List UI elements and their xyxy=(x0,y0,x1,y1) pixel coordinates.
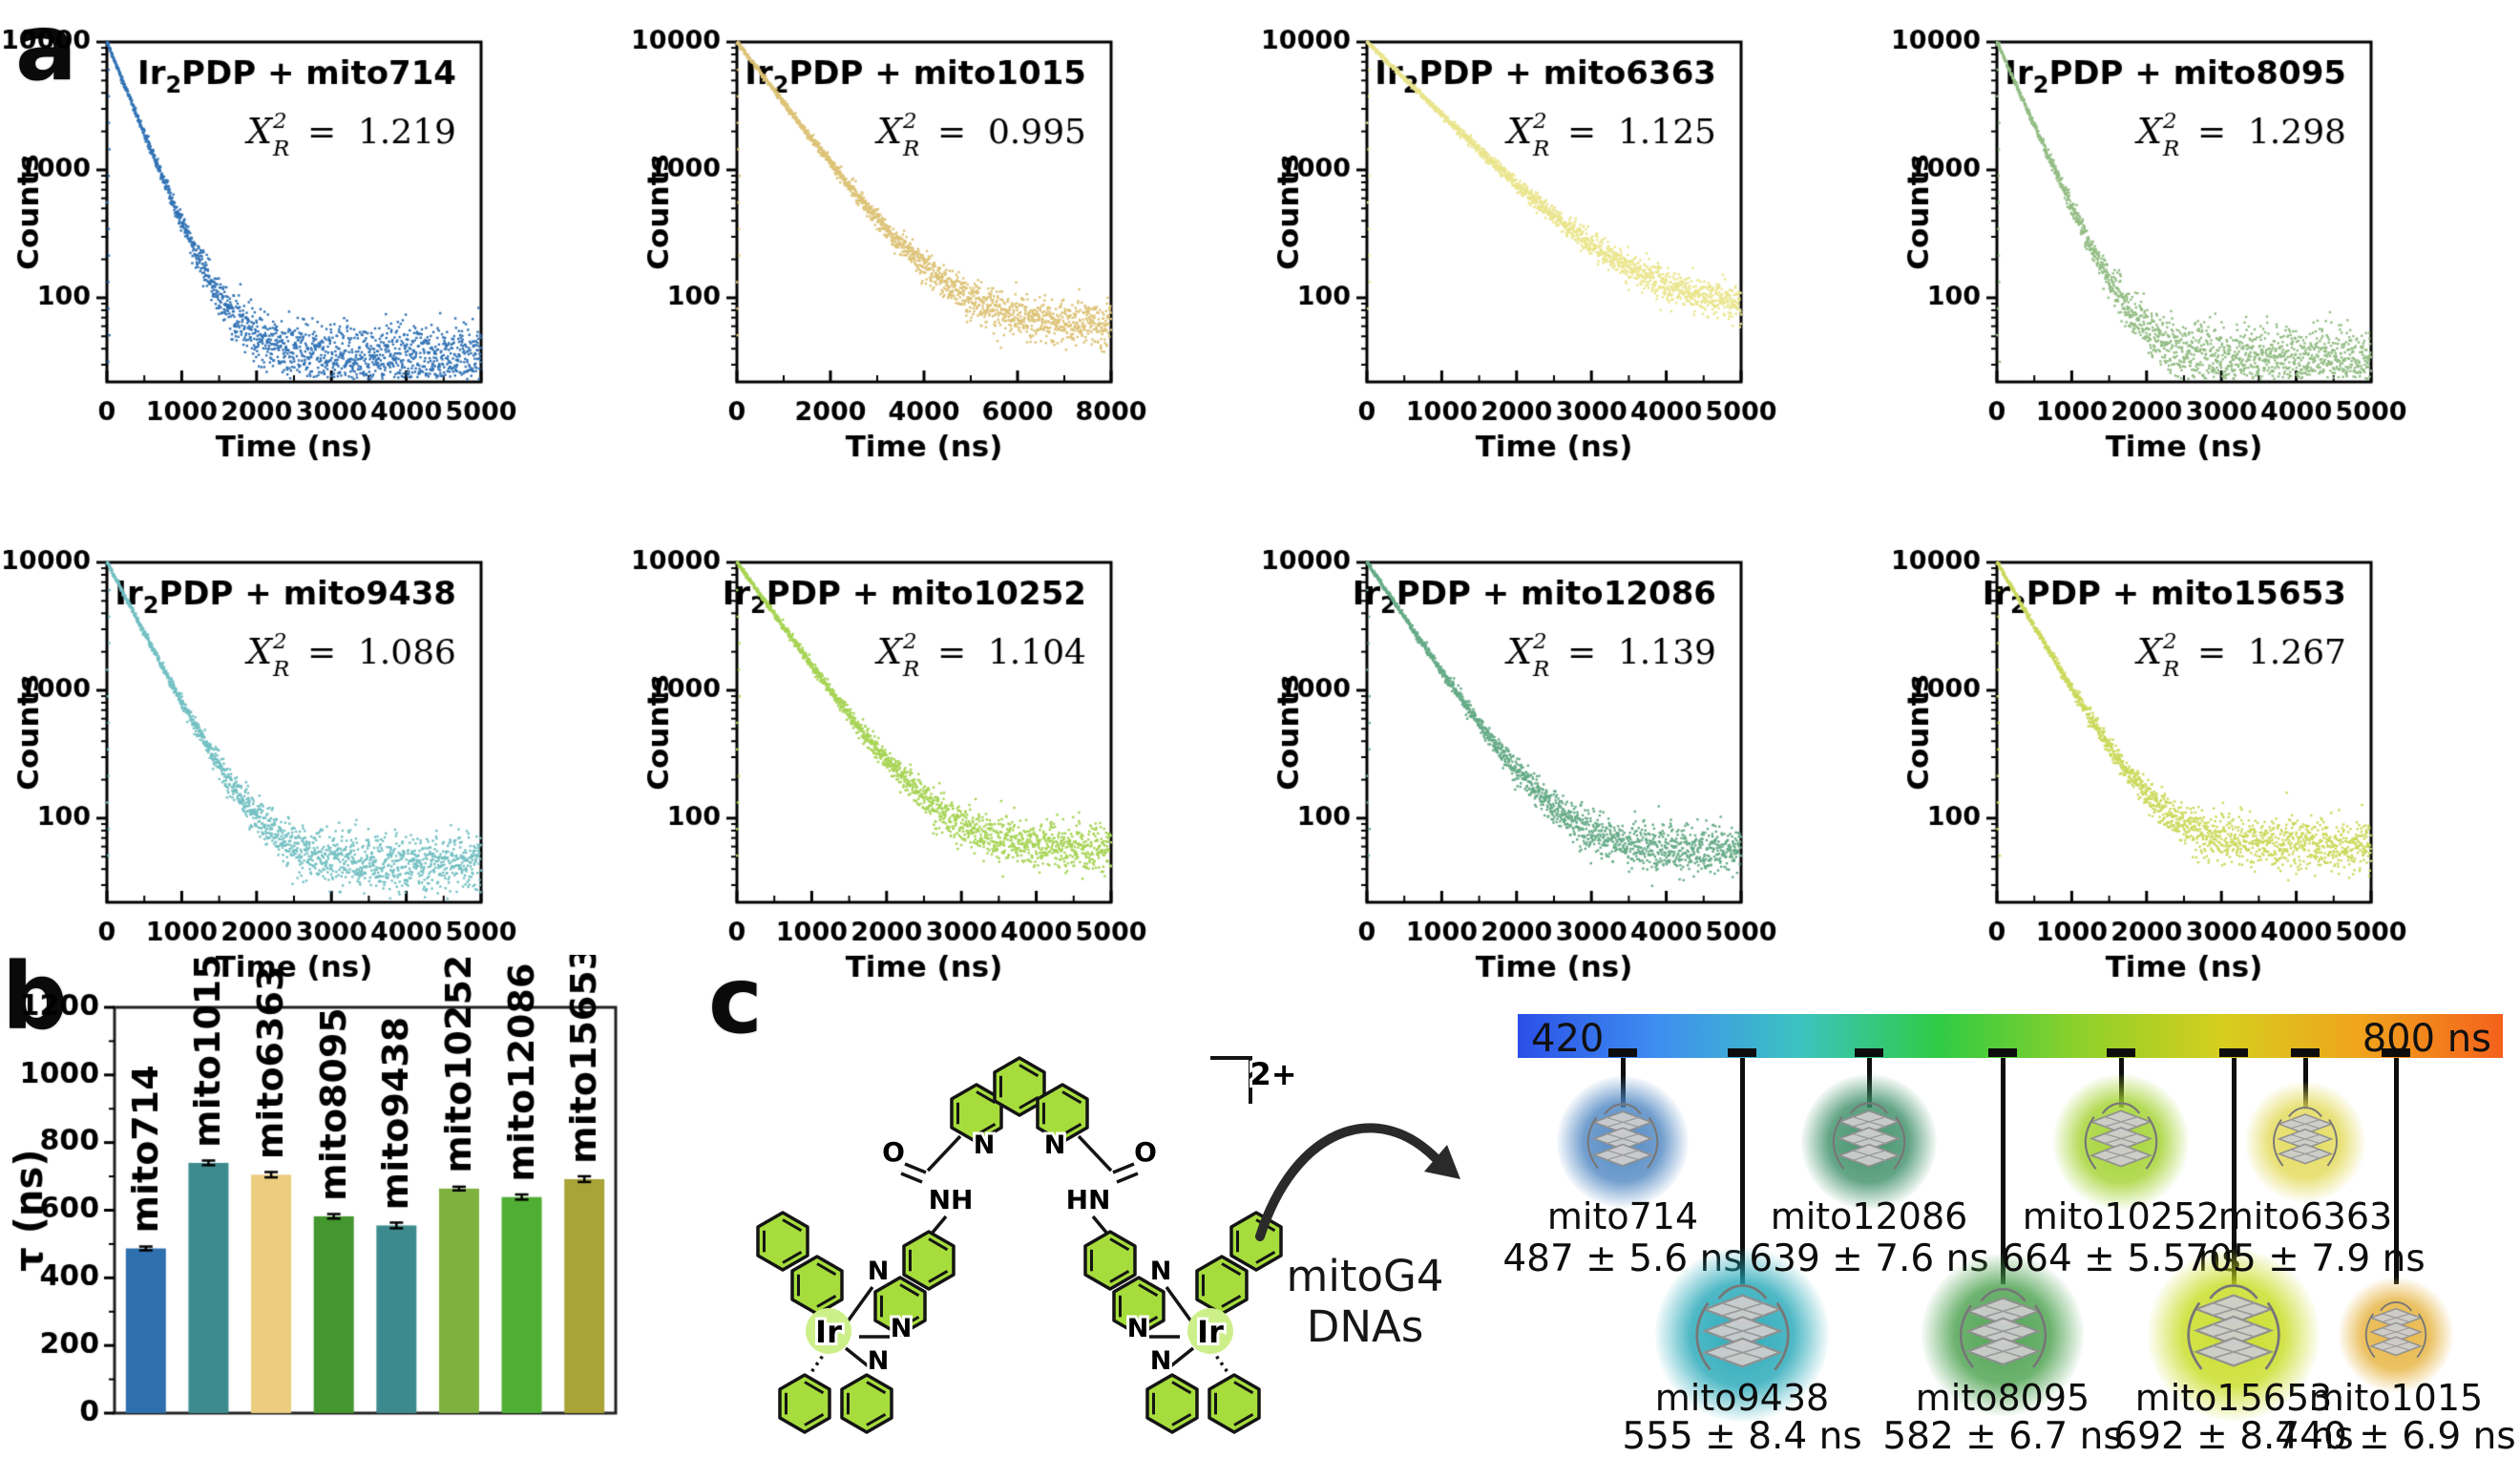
scale-tick-mito12086 xyxy=(1855,1048,1883,1057)
decay-mito9438-plot xyxy=(0,520,630,1017)
reaction-label: mitoG4 DNAs xyxy=(1286,1251,1444,1352)
g4-name-mito1015: mito1015 xyxy=(2308,1377,2484,1419)
svg-text:Ir: Ir xyxy=(815,1314,842,1350)
g4-lifetime-mito8095: 582 ± 6.7 ns xyxy=(1882,1415,2123,1458)
svg-text:NH: NH xyxy=(929,1184,974,1215)
g4-quadruplex-icon xyxy=(1586,1103,1659,1170)
decay-mito8095-plot xyxy=(1890,0,2520,497)
scale-tick-mito15653 xyxy=(2219,1048,2248,1057)
g4-glow-mito8095 xyxy=(1922,1254,2084,1416)
g4-lifetime-mito6363: 705 ± 7.9 ns xyxy=(2185,1237,2426,1280)
g4-quadruplex-icon xyxy=(2273,1107,2338,1167)
svg-text:N: N xyxy=(1150,1257,1172,1286)
scale-tick-mito8095 xyxy=(1988,1048,2017,1057)
g4-glow-mito9438 xyxy=(1655,1248,1829,1422)
g4-name-mito15653: mito15653 xyxy=(2134,1377,2333,1419)
svg-text:HN: HN xyxy=(1066,1184,1111,1215)
g4-quadruplex-icon xyxy=(1832,1102,1906,1170)
g4-quadruplex-icon xyxy=(1959,1287,2047,1368)
g4-glow-mito6363 xyxy=(2245,1082,2365,1202)
g4-glow-mito714 xyxy=(1557,1076,1689,1208)
scale-tick-mito10252 xyxy=(2107,1048,2135,1057)
g4-name-mito12086: mito12086 xyxy=(1770,1195,1968,1237)
g4-name-mito9438: mito9438 xyxy=(1654,1377,1830,1419)
scale-tick-stem-mito15653 xyxy=(2231,1058,2236,1284)
reaction-arrow-icon xyxy=(1255,1123,1460,1241)
svg-text:N: N xyxy=(868,1257,890,1286)
scale-tick-mito1015 xyxy=(2382,1048,2410,1057)
svg-text:N: N xyxy=(1044,1130,1066,1160)
svg-text:N: N xyxy=(891,1314,913,1343)
g4-glow-mito15653 xyxy=(2148,1249,2320,1421)
lifetime-bar-chart xyxy=(0,955,725,1446)
decay-mito15653-plot xyxy=(1890,520,2520,1017)
decay-mito6363-plot xyxy=(1260,0,1890,497)
scale-tick-stem-mito8095 xyxy=(2000,1058,2006,1284)
g4-name-mito10252: mito10252 xyxy=(2022,1195,2220,1237)
g4-glow-mito12086 xyxy=(1801,1074,1937,1210)
scale-tick-stem-mito1015 xyxy=(2393,1058,2399,1284)
g4-glow-mito10252 xyxy=(2053,1074,2189,1210)
svg-text:O: O xyxy=(882,1136,905,1168)
g4-quadruplex-icon xyxy=(1694,1283,1790,1371)
scale-tick-stem-mito9438 xyxy=(1739,1058,1745,1284)
decay-mito10252-plot xyxy=(630,520,1260,1017)
scale-tick-mito714 xyxy=(1608,1048,1637,1057)
svg-text:2+: 2+ xyxy=(1250,1056,1296,1092)
colorbar-min-label: 420 xyxy=(1531,1017,1605,1061)
scale-tick-mito9438 xyxy=(1728,1048,1756,1057)
g4-name-mito8095: mito8095 xyxy=(1915,1377,2090,1419)
decay-mito12086-plot xyxy=(1260,520,1890,1017)
g4-quadruplex-icon xyxy=(2187,1284,2280,1370)
svg-text:N: N xyxy=(868,1346,890,1376)
g4-name-mito6363: mito6363 xyxy=(2217,1195,2393,1237)
g4-quadruplex-icon xyxy=(2364,1301,2427,1359)
svg-text:N: N xyxy=(1127,1314,1149,1343)
svg-text:N: N xyxy=(1150,1346,1172,1376)
decay-mito1015-plot xyxy=(630,0,1260,497)
scale-tick-mito6363 xyxy=(2291,1048,2320,1057)
g4-glow-mito1015 xyxy=(2339,1278,2453,1392)
decay-mito714-plot xyxy=(0,0,630,497)
svg-text:Ir: Ir xyxy=(1197,1314,1224,1350)
svg-text:N: N xyxy=(974,1130,996,1160)
g4-lifetime-mito9438: 555 ± 8.4 ns xyxy=(1622,1415,1862,1458)
svg-text:O: O xyxy=(1134,1136,1157,1168)
g4-name-mito714: mito714 xyxy=(1546,1195,1699,1237)
g4-quadruplex-icon xyxy=(2084,1102,2158,1170)
g4-lifetime-mito1015: 740 ± 6.9 ns xyxy=(2276,1415,2516,1458)
